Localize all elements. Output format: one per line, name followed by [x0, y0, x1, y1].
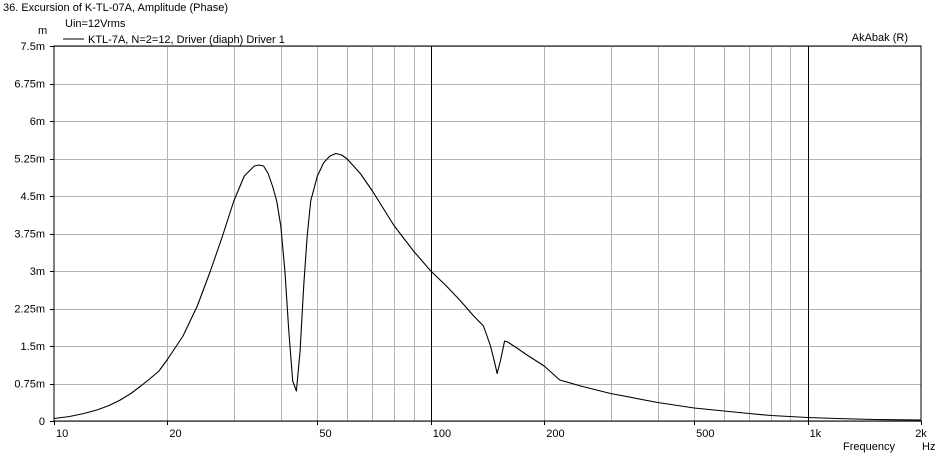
series-line-1	[53, 152, 922, 421]
y-tick-label: 1.5m	[21, 341, 45, 353]
legend-entry-driver-1: KTL-7A, N=2=12, Driver (diaph) Driver 1	[88, 34, 285, 46]
watermark-text: AkAbak (R)	[852, 32, 908, 44]
x-tick-label: 500	[696, 428, 714, 440]
x-tick-label: 20	[169, 428, 181, 440]
y-tick-label: 7.5m	[21, 41, 45, 53]
y-tick-label: 0	[39, 416, 45, 428]
x-tick-label: 10	[56, 428, 68, 440]
y-tick-label: 3.75m	[14, 229, 45, 241]
y-tick-label: 4.5m	[21, 191, 45, 203]
x-axis-ticks: 10 20 50 100 200 500 1k 2k	[54, 421, 927, 440]
chart-title: 36. Excursion of K-TL-07A, Amplitude (Ph…	[3, 2, 228, 14]
y-axis-ticks: 7.5m 6.75m 6m 5.25m 4.5m 3.75m 3m 2.25m 1.5m 0.75…	[14, 41, 54, 428]
y-tick-label: 0.75m	[14, 379, 45, 391]
y-tick-label: 3m	[30, 266, 45, 278]
y-unit-label: m	[38, 25, 47, 37]
chart-subtitle: Uin=12Vrms	[65, 18, 126, 30]
x-tick-label: 200	[546, 428, 564, 440]
x-tick-label: 2k	[915, 428, 927, 440]
legend: KTL-7A, N=2=12, Driver (diaph) Driver 1	[63, 34, 285, 46]
y-tick-label: 6m	[30, 116, 45, 128]
y-tick-label: 6.75m	[14, 79, 45, 91]
y-tick-label: 5.25m	[14, 154, 45, 166]
x-axis-label: Frequency	[843, 441, 895, 453]
series-layer	[53, 152, 922, 421]
x-tick-label: 1k	[810, 428, 822, 440]
plot-frame	[53, 45, 922, 422]
x-tick-label: 100	[433, 428, 451, 440]
x-unit-label: Hz	[922, 441, 935, 453]
x-tick-label: 50	[319, 428, 331, 440]
y-tick-label: 2.25m	[14, 304, 45, 316]
